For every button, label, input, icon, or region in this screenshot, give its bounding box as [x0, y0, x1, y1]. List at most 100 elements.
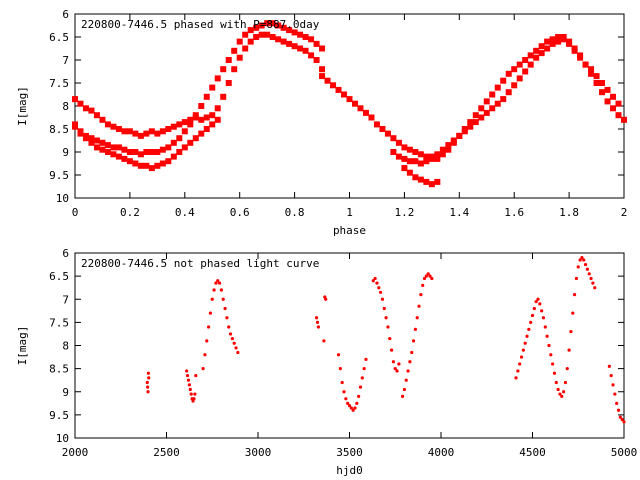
- data-point: [511, 82, 518, 89]
- data-point: [247, 27, 254, 34]
- data-point: [610, 93, 617, 100]
- data-point: [147, 376, 151, 380]
- data-point: [583, 262, 588, 267]
- data-point: [532, 306, 536, 311]
- data-point: [571, 311, 575, 315]
- data-point: [551, 362, 555, 366]
- x-tick-label: 1: [346, 206, 353, 219]
- data-point: [185, 373, 190, 378]
- y-tick-label: 6.5: [49, 31, 69, 44]
- data-point: [555, 34, 562, 40]
- data-point: [353, 406, 357, 410]
- data-point: [247, 38, 254, 45]
- data-point: [541, 316, 546, 320]
- data-point: [578, 258, 582, 262]
- data-point: [315, 320, 320, 324]
- y-tick-label: 7.5: [49, 77, 69, 90]
- data-point: [434, 178, 441, 185]
- data-point: [401, 165, 408, 172]
- data-point: [580, 256, 584, 260]
- data-point: [291, 43, 298, 50]
- data-point: [170, 123, 177, 130]
- data-point: [165, 126, 172, 132]
- data-point: [338, 367, 342, 371]
- data-point: [375, 281, 379, 285]
- data-point: [545, 334, 549, 338]
- data-point: [613, 392, 617, 396]
- data-point: [206, 325, 211, 329]
- data-point: [360, 376, 364, 380]
- data-point: [99, 139, 106, 146]
- data-point: [404, 378, 408, 382]
- data-point: [335, 86, 342, 93]
- data-point: [253, 34, 260, 40]
- data-point: [88, 135, 95, 142]
- y-tick-label: 9.5: [49, 169, 69, 182]
- data-point: [364, 357, 368, 361]
- data-point: [104, 149, 111, 155]
- data-point: [395, 153, 402, 160]
- data-point: [412, 149, 419, 155]
- data-point: [534, 299, 538, 304]
- data-point: [615, 401, 619, 405]
- data-point: [467, 119, 474, 126]
- data-point: [362, 109, 369, 116]
- x-tick-label: 2500: [153, 446, 180, 459]
- data-point: [494, 84, 501, 91]
- data-point: [483, 98, 490, 105]
- data-point: [412, 174, 419, 181]
- data-point: [132, 130, 139, 137]
- data-point: [406, 169, 413, 176]
- data-point: [536, 297, 540, 301]
- data-point: [319, 45, 326, 52]
- data-point: [126, 158, 133, 165]
- x-tick-label: 2000: [62, 446, 89, 459]
- data-point: [185, 369, 189, 373]
- data-point: [395, 369, 399, 373]
- data-point: [388, 336, 392, 341]
- data-point: [588, 66, 595, 73]
- data-point: [538, 43, 545, 50]
- data-point: [516, 61, 523, 68]
- data-point: [565, 367, 569, 371]
- data-point: [529, 320, 533, 324]
- data-point: [228, 332, 233, 336]
- data-point: [291, 29, 298, 36]
- x-axis-label: hjd0: [336, 464, 363, 477]
- data-point: [357, 394, 361, 398]
- y-tick-label: 6: [62, 8, 69, 21]
- data-point: [522, 57, 529, 63]
- data-point: [567, 348, 571, 352]
- data-point: [82, 135, 89, 142]
- data-point: [413, 327, 417, 331]
- y-tick-label: 7.5: [49, 316, 69, 329]
- data-point: [472, 119, 479, 126]
- data-point: [214, 116, 221, 123]
- data-point: [620, 417, 624, 422]
- data-point: [555, 38, 562, 45]
- data-point: [341, 91, 348, 98]
- data-point: [349, 406, 353, 410]
- x-tick-label: 1.2: [394, 206, 414, 219]
- data-point: [351, 408, 355, 412]
- data-point: [357, 105, 364, 112]
- data-point: [552, 371, 557, 375]
- data-point: [439, 151, 446, 158]
- data-point: [319, 73, 326, 80]
- data-point: [505, 89, 512, 96]
- data-point: [145, 380, 149, 385]
- data-point: [382, 306, 386, 311]
- data-point: [377, 286, 381, 290]
- x-tick-label: 0.4: [175, 206, 195, 219]
- data-point: [115, 144, 122, 151]
- y-tick-label: 8.5: [49, 123, 69, 136]
- data-point: [82, 105, 89, 112]
- data-point: [225, 316, 229, 320]
- x-tick-labels: 2000 2500 3000 3500 4000 4500 5000: [62, 446, 638, 459]
- data-point: [599, 89, 606, 96]
- data-point: [220, 93, 227, 100]
- data-point: [143, 130, 150, 137]
- data-point: [489, 91, 496, 98]
- data-point: [316, 325, 320, 329]
- data-point: [393, 367, 397, 371]
